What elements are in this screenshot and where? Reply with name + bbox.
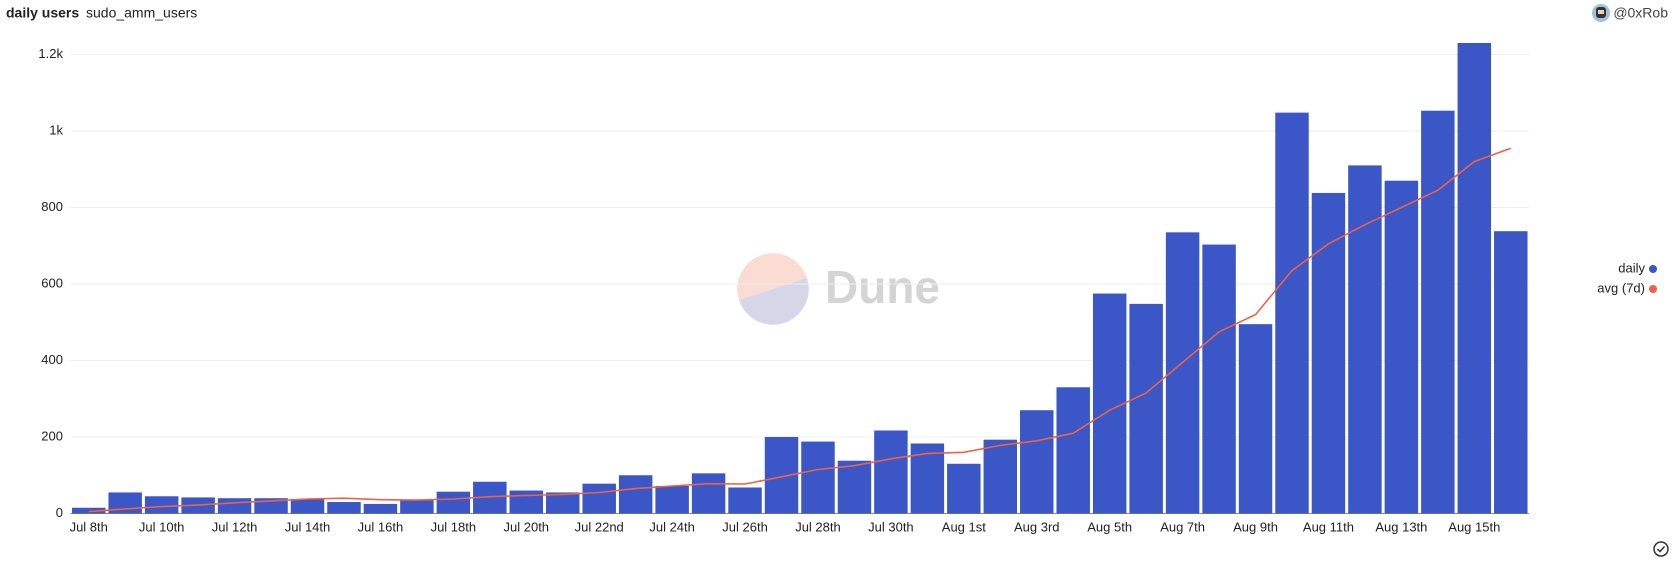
bar [217,498,252,514]
y-tick-label: 1k [49,122,63,137]
bar [1056,387,1090,514]
bar [1384,180,1419,514]
legend-marker [1649,265,1657,273]
x-tick-label: Jul 24th [649,519,695,534]
x-tick-label: Aug 13th [1375,519,1427,534]
x-tick-label: Aug 7th [1160,519,1205,534]
bar [1129,303,1163,514]
bar [1275,112,1309,514]
bar [655,485,689,514]
y-tick-label: 800 [41,199,63,214]
bar [837,460,872,514]
bar [290,498,325,514]
bar [1202,244,1236,514]
x-tick-label: Jul 30th [868,519,914,534]
bar [874,430,908,514]
bar [801,441,835,514]
y-tick-label: 600 [41,275,63,290]
chart-subtitle: sudo_amm_users [86,5,197,21]
x-tick-label: Aug 9th [1233,519,1278,534]
legend-label: daily [1618,260,1645,275]
bar [509,490,544,514]
chart-title: daily users [6,5,79,21]
status-icon [1653,541,1669,557]
bar [618,475,653,514]
bar [1494,231,1528,514]
x-tick-label: Aug 3rd [1014,519,1060,534]
x-tick-label: Aug 5th [1087,519,1132,534]
x-tick-label: Jul 14th [285,519,331,534]
y-tick-label: 0 [56,505,63,520]
bar [144,496,179,514]
bar [691,473,726,514]
bar [1238,324,1273,514]
y-tick-label: 1.2k [38,46,63,61]
bar [1092,293,1127,514]
bar [400,500,434,514]
legend-label: avg (7d) [1597,280,1645,295]
y-tick-label: 400 [41,352,63,367]
bar [947,463,981,514]
x-tick-label: Jul 10th [139,519,185,534]
bar [1457,43,1492,514]
bar [72,507,106,514]
x-tick-label: Jul 20th [504,519,550,534]
bar [1348,165,1382,514]
x-tick-label: Aug 15th [1448,519,1500,534]
x-tick-label: Jul 18th [431,519,477,534]
x-tick-label: Jul 12th [212,519,258,534]
x-tick-label: Jul 22nd [575,519,624,534]
x-tick-label: Jul 28th [795,519,841,534]
bar [546,492,580,514]
x-tick-label: Jul 26th [722,519,768,534]
bar [1421,110,1455,514]
bar [1020,410,1054,514]
bar [363,503,398,514]
avatar [1592,4,1610,22]
bar [1165,232,1200,514]
bar [327,502,361,514]
x-tick-label: Jul 8th [70,519,108,534]
avg-line [88,147,1512,513]
bar [1311,192,1346,514]
bar [983,439,1018,514]
bar [436,491,471,514]
watermark-logo [737,253,809,325]
y-tick-label: 200 [41,428,63,443]
watermark: Dune [825,261,940,313]
x-tick-label: Aug 1st [942,519,986,534]
bar [582,483,616,514]
author: @0xRob [1613,5,1668,21]
legend-marker [1649,285,1657,293]
x-tick-label: Jul 16th [358,519,404,534]
x-tick-label: Aug 11th [1303,519,1354,534]
bar [728,487,762,514]
